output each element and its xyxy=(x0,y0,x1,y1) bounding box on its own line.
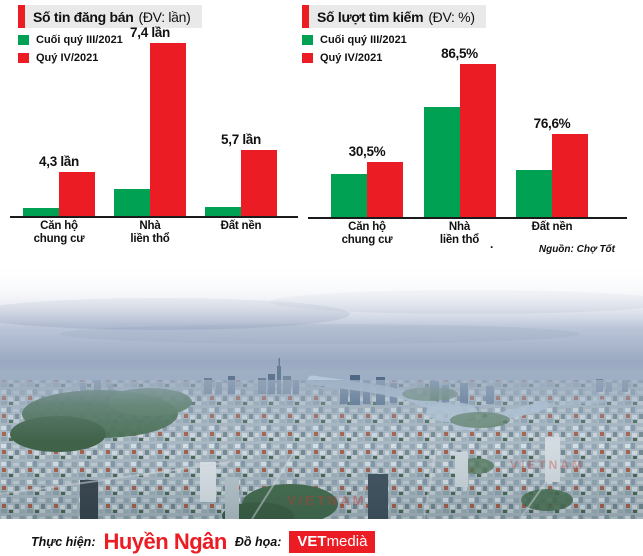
category-label: Đất nền xyxy=(221,220,262,233)
top-white-fade xyxy=(0,262,643,328)
legend-item-q3: Cuối quý III/2021 xyxy=(302,34,407,46)
produced-by-label: Thực hiện: xyxy=(31,535,96,549)
bar-prev-quarter xyxy=(114,189,150,216)
stray-period-mark: . xyxy=(490,237,494,251)
vetmedia-logo: VET medià xyxy=(289,531,376,553)
bar-group: 4,3 lần Căn hộ chung cư xyxy=(23,154,95,245)
bar-group: 30,5% Căn hộ chung cư xyxy=(331,144,403,246)
legend-item-q3: Cuối quý III/2021 xyxy=(18,34,123,46)
graphics-by-label: Đồ họa: xyxy=(234,535,282,549)
chart-searches-title: Số lượt tìm kiếm (ĐV: %) xyxy=(302,5,486,28)
bar-prev-quarter xyxy=(423,107,460,217)
watermark-text: VIETNAM xyxy=(510,458,585,472)
bar-current-quarter: 86,5% xyxy=(441,46,496,217)
bar-group: 76,6% Đất nền xyxy=(516,116,588,233)
category-label-line: Căn hộ xyxy=(40,220,78,232)
value-label: 4,3 lần xyxy=(39,154,79,169)
category-label: Nhà liền thổ xyxy=(440,221,479,247)
value-label: 5,7 lần xyxy=(221,132,261,147)
legend-label: Quý IV/2021 xyxy=(36,52,99,64)
legend-label: Cuối quý III/2021 xyxy=(320,34,407,46)
category-label-line: chung cư xyxy=(33,232,85,245)
title-accent-bar xyxy=(302,5,309,28)
credits-bar: Thực hiện: Huyền Ngân Đồ họa: VET medià xyxy=(31,529,376,555)
category-label: Đất nền xyxy=(532,221,573,234)
bar-group: 86,5% Nhà liền thổ xyxy=(423,46,496,246)
bar-current-quarter: 76,6% xyxy=(534,116,588,217)
bar-group: 5,7 lần Đất nền xyxy=(205,132,277,232)
chart-listings-legend: Cuối quý III/2021 Quý IV/2021 xyxy=(18,34,123,64)
bar-current-quarter: 30,5% xyxy=(349,144,403,217)
category-label-line: Đất nền xyxy=(220,220,262,232)
chart-unit-text: (ĐV: lần) xyxy=(138,8,191,25)
bar-group: 7,4 lần Nhà liền thổ xyxy=(114,25,186,245)
atmosphere-overlay xyxy=(0,380,643,519)
bar-prev-quarter xyxy=(331,174,367,217)
bar-current-quarter: 5,7 lần xyxy=(221,132,277,216)
category-label-line: Đất nền xyxy=(531,221,573,233)
value-label: 30,5% xyxy=(348,144,386,159)
category-label: Căn hộ chung cư xyxy=(34,220,85,246)
category-label-line: liền thổ xyxy=(439,233,480,246)
legend-item-q4: Quý IV/2021 xyxy=(18,52,123,64)
bar-current-quarter: 4,3 lần xyxy=(39,154,95,216)
category-label: Nhà liền thổ xyxy=(130,220,169,246)
chart-listings-plot: 4,3 lần Căn hộ chung cư 7,4 lần Nhà liền thổ 5… xyxy=(10,25,298,245)
bar-current-quarter: 7,4 lần xyxy=(130,25,186,216)
title-text-box: Số tin đăng bán (ĐV: lần) xyxy=(25,5,202,28)
city-photo: VIETNAM VIETNAM xyxy=(0,262,643,519)
chart-title-text: Số lượt tìm kiếm xyxy=(317,8,424,25)
legend-label: Quý IV/2021 xyxy=(320,52,383,64)
bar-prev-quarter xyxy=(516,170,552,217)
source-credit: Nguồn: Chợ Tốt xyxy=(538,244,615,255)
value-label: 76,6% xyxy=(533,116,571,131)
chart-searches-legend: Cuối quý III/2021 Quý IV/2021 xyxy=(302,34,407,64)
chart-searches-plot: 30,5% Căn hộ chung cư 86,5% Nhà liền thổ 76,6%… xyxy=(308,46,627,246)
logo-text-bold: VET xyxy=(297,533,327,550)
legend-swatch-red xyxy=(302,53,313,63)
category-label: Căn hộ chung cư xyxy=(342,221,393,247)
category-label-line: Nhà xyxy=(448,221,471,233)
bar-prev-quarter xyxy=(205,207,241,216)
chart-title-text: Số tin đăng bán xyxy=(33,8,134,25)
title-text-box: Số lượt tìm kiếm (ĐV: %) xyxy=(309,5,486,28)
logo-text-light: medià xyxy=(326,533,368,550)
value-label: 86,5% xyxy=(441,46,478,61)
watermark-text: VIETNAM xyxy=(287,493,367,508)
category-label-line: chung cư xyxy=(341,233,393,246)
title-accent-bar xyxy=(18,5,25,28)
chart-unit-text: (ĐV: %) xyxy=(428,8,475,25)
legend-swatch-red xyxy=(18,53,29,63)
category-label-line: Căn hộ xyxy=(348,221,386,233)
bar-prev-quarter xyxy=(23,208,59,216)
legend-swatch-green xyxy=(302,35,313,45)
legend-item-q4: Quý IV/2021 xyxy=(302,52,407,64)
author-name: Huyền Ngân xyxy=(103,529,227,554)
legend-label: Cuối quý III/2021 xyxy=(36,34,123,46)
chart-listings-title: Số tin đăng bán (ĐV: lần) xyxy=(18,5,202,28)
value-label: 7,4 lần xyxy=(130,25,170,40)
legend-swatch-green xyxy=(18,35,29,45)
category-label-line: liền thổ xyxy=(130,232,170,245)
category-label-line: Nhà xyxy=(139,220,161,232)
